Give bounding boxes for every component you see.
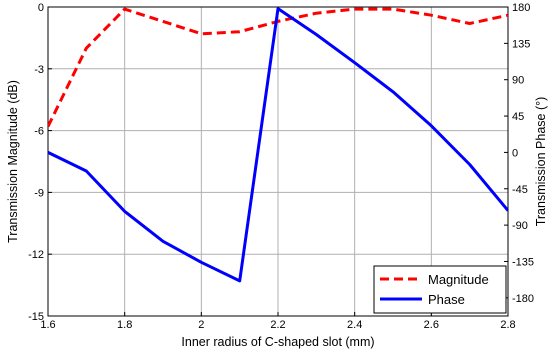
x-axis-label: Inner radius of C-shaped slot (mm)	[181, 335, 374, 349]
y-left-tick-label: -12	[28, 249, 44, 261]
series-line-magnitude	[48, 7, 508, 128]
y-left-tick-label: -15	[28, 311, 44, 323]
y-right-tick-label: -135	[512, 256, 534, 268]
y-left-tick-label: -3	[34, 64, 44, 76]
y-axis-right-label: Transmission Phase (°)	[534, 97, 548, 227]
x-tick-label: 2.2	[270, 319, 285, 331]
legend: Magnitude Phase	[373, 265, 507, 314]
series-layer	[48, 7, 508, 283]
y-right-tick-label: 90	[512, 75, 524, 87]
y-right-tick-label: -180	[512, 293, 534, 305]
ticks: 1.6 1.8 2 2.2 2.4 2.6 2.8 0 -3 -6 -9 -12 -15 180 135 90…	[28, 2, 534, 331]
y-right-tick-label: -90	[512, 220, 528, 232]
legend-box	[373, 265, 507, 314]
y-axis-left-label: Transmission Magnitude (dB)	[6, 80, 20, 243]
y-right-tick-label: -45	[512, 184, 528, 196]
legend-label-phase: Phase	[428, 292, 465, 307]
y-left-tick-label: -9	[34, 187, 44, 199]
y-right-tick-label: 135	[512, 38, 530, 50]
legend-label-magnitude: Magnitude	[428, 272, 489, 287]
y-left-tick-label: 0	[38, 2, 44, 14]
x-tick-label: 1.8	[117, 319, 132, 331]
x-tick-label: 2.6	[424, 319, 439, 331]
y-right-tick-label: 180	[512, 2, 530, 14]
y-right-tick-label: 45	[512, 111, 524, 123]
x-tick-label: 2.8	[500, 319, 515, 331]
y-right-tick-label: 0	[512, 147, 518, 159]
series-line-phase	[48, 7, 508, 283]
x-tick-label: 2	[198, 319, 204, 331]
y-left-tick-label: -6	[34, 126, 44, 138]
x-tick-label: 1.6	[40, 319, 55, 331]
x-tick-label: 2.4	[347, 319, 362, 331]
